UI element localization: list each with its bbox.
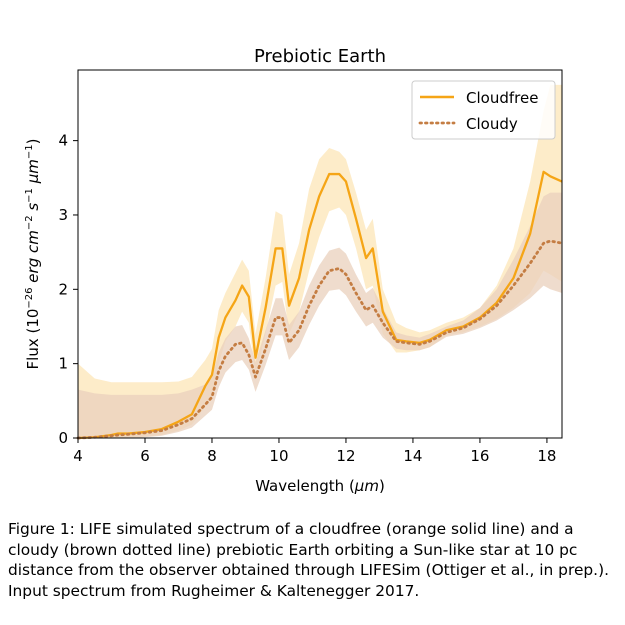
x-axis-label: Wavelength (μm)	[255, 477, 385, 495]
y-axis-ticks: 0 1 2 3 4	[58, 132, 78, 447]
y-tick-label: 0	[58, 429, 68, 447]
y-tick-label: 2	[58, 280, 68, 298]
legend: Cloudfree Cloudy	[411, 80, 556, 140]
x-tick-label: 6	[140, 447, 150, 465]
band-cloudy	[78, 192, 562, 438]
x-tick-label: 8	[207, 447, 217, 465]
series-line-cloudfree	[77, 170, 563, 440]
legend-label-cloudy: Cloudy	[466, 115, 518, 133]
uncertainty-bands	[78, 84, 562, 439]
x-axis-ticks: 4 6 8 10 12 14 16 18	[73, 438, 556, 465]
chart-title: Prebiotic Earth	[254, 46, 386, 67]
series-lines	[76, 170, 564, 440]
x-tick-label: 18	[537, 447, 556, 465]
legend-box	[411, 80, 556, 140]
x-tick-label: 12	[336, 447, 355, 465]
y-tick-label: 1	[58, 355, 68, 373]
legend-label-cloudfree: Cloudfree	[466, 89, 538, 107]
x-tick-label: 14	[403, 447, 422, 465]
series-line-cloudy	[76, 239, 564, 440]
x-tick-label: 16	[470, 447, 489, 465]
x-tick-label: 10	[269, 447, 288, 465]
y-tick-label: 4	[58, 132, 68, 150]
plot-frame	[77, 69, 563, 439]
figure-caption: Figure 1: LIFE simulated spectrum of a c…	[8, 520, 609, 600]
y-axis-label: Flux (10−26 erg cm−2 s−1 μm−1)	[24, 139, 42, 370]
x-tick-label: 4	[73, 447, 83, 465]
y-tick-label: 3	[58, 206, 68, 224]
